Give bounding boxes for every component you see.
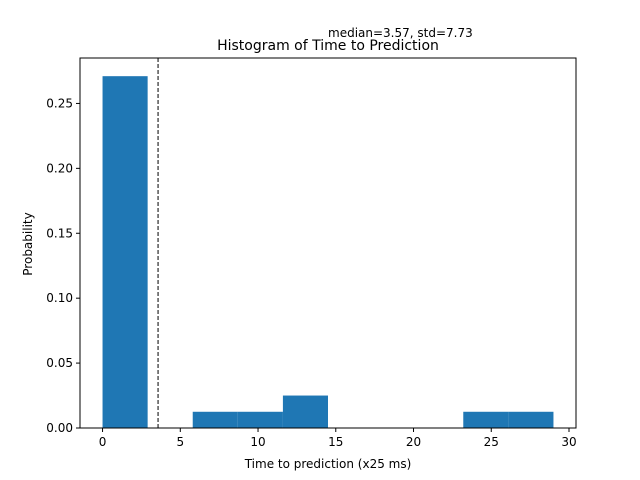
y-tick-label: 0.15: [46, 226, 73, 240]
x-ticks-group: 0 5 10 15 20 25 30: [99, 428, 577, 449]
y-tick-label: 0.25: [46, 96, 73, 110]
histogram-bar: [282, 395, 328, 428]
y-axis-label: Probability: [21, 212, 35, 275]
x-axis-label: Time to prediction (x25 ms): [244, 457, 412, 471]
bars-group: [102, 76, 554, 428]
x-tick-label: 30: [561, 435, 576, 449]
plot-frame: [79, 57, 577, 429]
x-tick-label: 20: [406, 435, 421, 449]
y-tick-label: 0.00: [46, 421, 73, 435]
histogram-bar: [463, 411, 509, 428]
stats-annotation: median=3.57, std=7.73: [328, 26, 473, 40]
x-tick-label: 15: [328, 435, 343, 449]
y-tick-label: 0.05: [46, 356, 73, 370]
x-tick-label: 25: [484, 435, 499, 449]
histogram-bar: [508, 411, 554, 428]
histogram-bar: [102, 76, 148, 428]
histogram-bar: [237, 411, 283, 428]
x-tick-label: 0: [99, 435, 107, 449]
x-tick-label: 5: [176, 435, 184, 449]
chart-title: Histogram of Time to Prediction: [217, 38, 439, 54]
y-ticks-group: 0.00 0.05 0.10 0.15 0.20 0.25: [46, 96, 80, 435]
histogram-bar: [192, 411, 238, 428]
y-tick-label: 0.20: [46, 161, 73, 175]
y-tick-label: 0.10: [46, 291, 73, 305]
x-tick-label: 10: [250, 435, 265, 449]
